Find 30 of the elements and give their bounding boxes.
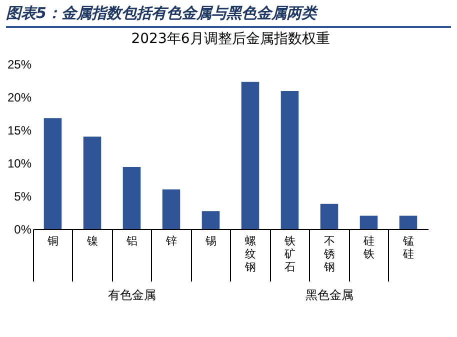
y-tick-label: 20% [7, 90, 32, 104]
x-tick-label: 铝 [125, 234, 138, 248]
chart-subtitle: 2023年6月调整后金属指数权重 [131, 31, 330, 47]
text: 有色金属 [108, 288, 156, 302]
x-tick-label: 锡 [204, 234, 216, 248]
bar [280, 91, 299, 229]
x-tick-label: 锌 [164, 234, 177, 248]
chart-title: 图表5：金属指数包括有色金属与黑色金属两类 [6, 4, 451, 28]
bar [399, 216, 418, 229]
y-tick-label: 0% [14, 222, 32, 236]
y-tick-label: 5% [14, 190, 32, 204]
x-tick-label: 铜 [46, 234, 58, 248]
bar [320, 204, 338, 229]
x-tick-label: 铁矿石 [283, 234, 296, 274]
x-tick-label: 锰硅 [402, 234, 414, 260]
x-tick-label: 硅铁 [362, 234, 374, 260]
bar [202, 211, 220, 229]
bar [44, 118, 62, 229]
y-tick-label: 10% [7, 156, 32, 170]
bar [83, 136, 102, 229]
bar [122, 166, 141, 229]
text: 黑色金属 [305, 288, 354, 302]
y-tick-label: 15% [7, 124, 32, 138]
x-tick-label: 不锈钢 [322, 234, 335, 274]
bar [162, 189, 180, 229]
x-tick-label: 镍 [86, 234, 98, 248]
bar [241, 82, 260, 229]
bar [360, 216, 378, 229]
y-tick-label: 25% [7, 58, 32, 72]
x-tick-label: 螺纹钢 [244, 234, 256, 274]
